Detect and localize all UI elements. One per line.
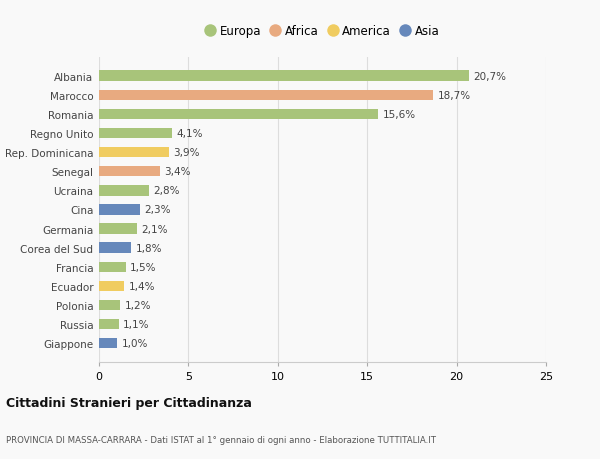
Text: 18,7%: 18,7% [438, 90, 471, 101]
Bar [99, 224, 137, 234]
Text: 1,8%: 1,8% [136, 243, 162, 253]
Bar [99, 281, 124, 291]
Legend: Europa, Africa, America, Asia: Europa, Africa, America, Asia [201, 21, 444, 43]
Text: 2,1%: 2,1% [141, 224, 167, 234]
Bar [99, 129, 172, 139]
Bar [99, 90, 433, 101]
Bar [99, 300, 121, 311]
Text: 1,0%: 1,0% [121, 338, 148, 348]
Text: 3,9%: 3,9% [173, 148, 200, 158]
Bar [99, 319, 119, 330]
Bar [99, 71, 469, 82]
Bar [99, 338, 117, 349]
Bar [99, 262, 126, 273]
Text: 4,1%: 4,1% [177, 129, 203, 139]
Text: Cittadini Stranieri per Cittadinanza: Cittadini Stranieri per Cittadinanza [6, 396, 252, 409]
Text: 1,4%: 1,4% [128, 281, 155, 291]
Text: 1,2%: 1,2% [125, 300, 151, 310]
Bar [99, 109, 378, 120]
Text: 1,1%: 1,1% [123, 319, 149, 330]
Text: 20,7%: 20,7% [473, 72, 506, 82]
Text: 2,3%: 2,3% [145, 205, 171, 215]
Bar [99, 186, 149, 196]
Text: PROVINCIA DI MASSA-CARRARA - Dati ISTAT al 1° gennaio di ogni anno - Elaborazion: PROVINCIA DI MASSA-CARRARA - Dati ISTAT … [6, 435, 436, 443]
Text: 1,5%: 1,5% [130, 262, 157, 272]
Text: 3,4%: 3,4% [164, 167, 191, 177]
Bar [99, 147, 169, 158]
Bar [99, 167, 160, 177]
Text: 15,6%: 15,6% [382, 110, 416, 120]
Text: 2,8%: 2,8% [154, 186, 180, 196]
Bar [99, 205, 140, 215]
Bar [99, 243, 131, 253]
